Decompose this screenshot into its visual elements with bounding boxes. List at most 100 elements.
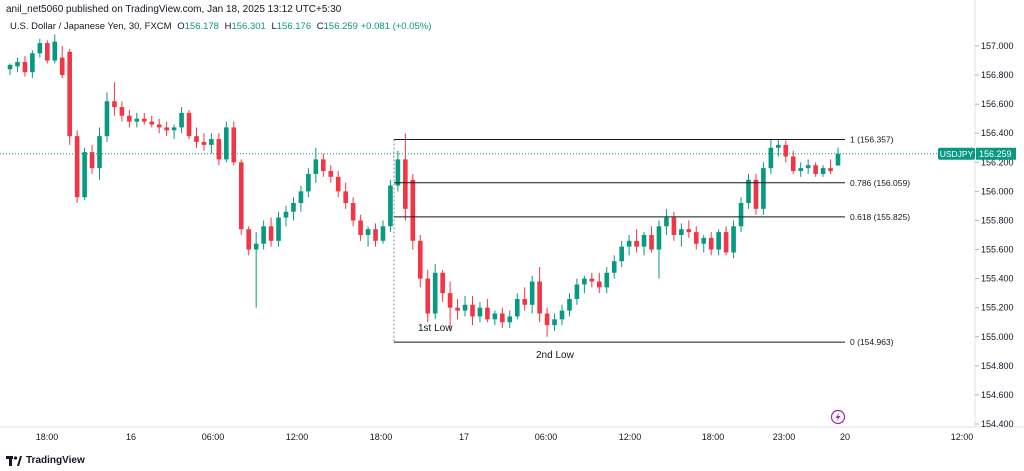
candle-body[interactable] bbox=[447, 293, 453, 308]
candle-body[interactable] bbox=[462, 304, 468, 311]
symbol-badge[interactable] bbox=[938, 147, 975, 160]
candle-body[interactable] bbox=[596, 281, 602, 288]
candle-body[interactable] bbox=[201, 141, 207, 145]
candle-body[interactable] bbox=[686, 229, 692, 233]
candle-body[interactable] bbox=[455, 307, 460, 311]
candle-body[interactable] bbox=[738, 203, 744, 227]
candle-body[interactable] bbox=[365, 229, 371, 235]
candle-body[interactable] bbox=[761, 168, 766, 209]
candle-body[interactable] bbox=[567, 298, 572, 311]
candle-body[interactable] bbox=[388, 185, 393, 227]
candle-body[interactable] bbox=[582, 278, 587, 285]
candle-body[interactable] bbox=[283, 211, 289, 218]
candle-body[interactable] bbox=[246, 229, 252, 250]
candle-body[interactable] bbox=[343, 191, 348, 204]
candle-body[interactable] bbox=[790, 156, 796, 172]
candle-body[interactable] bbox=[231, 127, 237, 163]
candle-body[interactable] bbox=[37, 43, 43, 54]
candle-body[interactable] bbox=[67, 51, 72, 137]
flash-icon[interactable] bbox=[830, 409, 846, 425]
candle-body[interactable] bbox=[328, 171, 334, 177]
candle-body[interactable] bbox=[656, 226, 662, 250]
candle-body[interactable] bbox=[15, 61, 20, 67]
candle-body[interactable] bbox=[485, 307, 490, 320]
candle-body[interactable] bbox=[514, 298, 520, 317]
candle-body[interactable] bbox=[335, 176, 341, 192]
candle-body[interactable] bbox=[753, 179, 759, 209]
candle-body[interactable] bbox=[716, 232, 721, 250]
candle-body[interactable] bbox=[59, 57, 65, 76]
candle-body[interactable] bbox=[141, 118, 147, 122]
candle-body[interactable] bbox=[22, 61, 28, 73]
candle-body[interactable] bbox=[731, 226, 736, 253]
candle-body[interactable] bbox=[417, 240, 423, 279]
candle-body[interactable] bbox=[589, 278, 595, 282]
candle-body[interactable] bbox=[410, 179, 416, 241]
candle-body[interactable] bbox=[403, 159, 408, 209]
candle-body[interactable] bbox=[626, 240, 632, 247]
candle-body[interactable] bbox=[470, 304, 475, 317]
candle-body[interactable] bbox=[559, 310, 565, 320]
candle-body[interactable] bbox=[179, 112, 184, 128]
candle-body[interactable] bbox=[112, 101, 117, 108]
candle-body[interactable] bbox=[380, 226, 386, 241]
candle-body[interactable] bbox=[209, 139, 214, 145]
candle-body[interactable] bbox=[768, 147, 774, 169]
candle-body[interactable] bbox=[373, 229, 378, 241]
candle-body[interactable] bbox=[261, 226, 266, 244]
candle-body[interactable] bbox=[253, 243, 259, 250]
candle-body[interactable] bbox=[127, 115, 132, 122]
candle-body[interactable] bbox=[156, 124, 162, 128]
candle-body[interactable] bbox=[492, 313, 498, 320]
candle-body[interactable] bbox=[723, 232, 729, 253]
candle-body[interactable] bbox=[798, 168, 804, 172]
candle-body[interactable] bbox=[52, 41, 58, 61]
candle-body[interactable] bbox=[529, 281, 535, 305]
footer-brand[interactable]: TradingView bbox=[6, 455, 85, 466]
candle-body[interactable] bbox=[306, 173, 311, 192]
candle-body[interactable] bbox=[820, 168, 826, 174]
candle-body[interactable] bbox=[507, 316, 513, 323]
candle-body[interactable] bbox=[216, 139, 222, 160]
candle-body[interactable] bbox=[194, 136, 199, 142]
candle-body[interactable] bbox=[7, 64, 13, 70]
candle-body[interactable] bbox=[537, 281, 542, 314]
candle-body[interactable] bbox=[164, 127, 169, 131]
candle-body[interactable] bbox=[671, 217, 677, 235]
candle-body[interactable] bbox=[746, 179, 751, 204]
candle-body[interactable] bbox=[611, 261, 617, 273]
candle-body[interactable] bbox=[238, 162, 244, 230]
candle-body[interactable] bbox=[604, 272, 610, 288]
candle-body[interactable] bbox=[44, 43, 50, 61]
candle-body[interactable] bbox=[805, 165, 811, 169]
candle-body[interactable] bbox=[701, 237, 707, 244]
candle-body[interactable] bbox=[268, 226, 274, 241]
candle-body[interactable] bbox=[358, 220, 363, 235]
candle-body[interactable] bbox=[783, 144, 789, 157]
candle-body[interactable] bbox=[171, 127, 177, 131]
candle-body[interactable] bbox=[395, 159, 401, 186]
candle-body[interactable] bbox=[574, 284, 580, 299]
candle-body[interactable] bbox=[320, 159, 326, 172]
candle-body[interactable] bbox=[425, 278, 431, 314]
candle-body[interactable] bbox=[432, 272, 438, 314]
candle-body[interactable] bbox=[693, 232, 699, 244]
candle-body[interactable] bbox=[835, 153, 841, 166]
candle-body[interactable] bbox=[276, 217, 281, 241]
candle-body[interactable] bbox=[298, 191, 304, 204]
candle-body[interactable] bbox=[119, 107, 125, 116]
candle-body[interactable] bbox=[134, 118, 140, 122]
candle-body[interactable] bbox=[350, 203, 356, 221]
candle-body[interactable] bbox=[813, 165, 818, 174]
candle-body[interactable] bbox=[440, 272, 445, 294]
candle-body[interactable] bbox=[186, 112, 192, 137]
candle-body[interactable] bbox=[82, 152, 87, 198]
candle-body[interactable] bbox=[776, 144, 781, 148]
candle-body[interactable] bbox=[74, 136, 80, 198]
candle-body[interactable] bbox=[291, 203, 296, 212]
candle-body[interactable] bbox=[634, 240, 639, 247]
candle-body[interactable] bbox=[149, 121, 155, 125]
candle-body[interactable] bbox=[477, 307, 483, 317]
candle-body[interactable] bbox=[313, 159, 319, 174]
